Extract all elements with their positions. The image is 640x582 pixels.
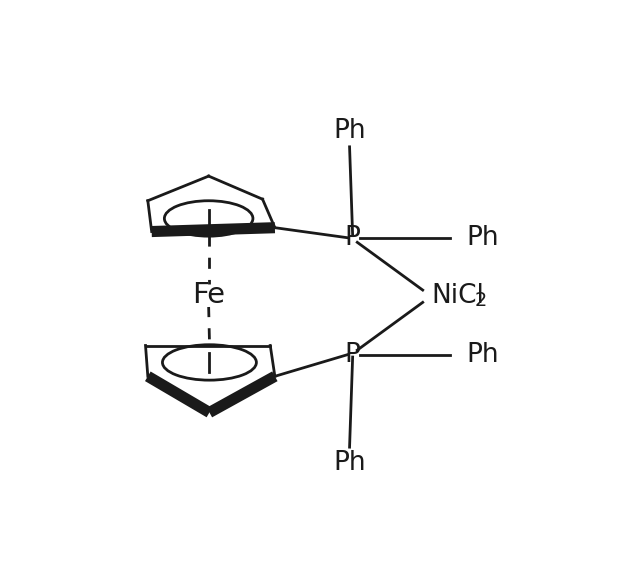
- Text: NiCl: NiCl: [431, 283, 484, 309]
- Text: Ph: Ph: [333, 449, 366, 475]
- Text: Ph: Ph: [467, 342, 499, 368]
- Text: P: P: [345, 225, 360, 251]
- Text: 2: 2: [474, 292, 486, 310]
- Text: Ph: Ph: [333, 119, 366, 144]
- Text: Fe: Fe: [192, 281, 225, 308]
- Text: P: P: [345, 342, 360, 368]
- Text: Ph: Ph: [467, 225, 499, 251]
